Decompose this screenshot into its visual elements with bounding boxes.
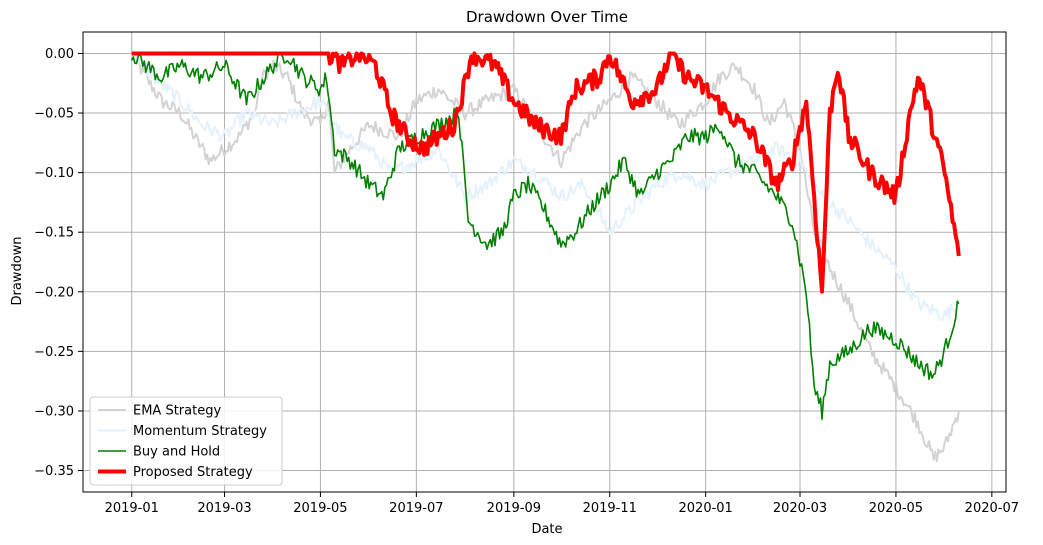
- y-tick-label: −0.20: [34, 285, 74, 300]
- y-tick-label: 0.00: [45, 47, 74, 62]
- x-tick-label: 2019-11: [583, 501, 637, 516]
- x-tick-label: 2020-01: [679, 501, 733, 516]
- x-axis: 2019-01 2019-03 2019-05 2019-07 2019-09 2019-…: [105, 492, 1019, 516]
- plot-frame: [82, 31, 1007, 493]
- y-axis: 0.00 −0.05 −0.10 −0.15 −0.20 −0.25 −0.30 −0.35: [34, 47, 83, 479]
- y-tick-label: −0.10: [34, 166, 74, 181]
- legend-label: Momentum Strategy: [133, 424, 267, 439]
- legend-label: EMA Strategy: [133, 404, 221, 419]
- legend-label: Buy and Hold: [133, 445, 220, 460]
- x-tick-label: 2020-07: [965, 501, 1019, 516]
- legend-label: Proposed Strategy: [133, 465, 253, 480]
- series-layer: [130, 51, 961, 463]
- legend: EMA Strategy Momentum Strategy Buy and Hol…: [89, 396, 283, 486]
- x-axis-label: Date: [531, 522, 562, 537]
- x-tick-label: 2020-03: [773, 501, 827, 516]
- y-tick-label: −0.30: [34, 404, 74, 419]
- y-tick-label: −0.25: [34, 345, 74, 360]
- x-tick-label: 2019-05: [293, 501, 347, 516]
- x-tick-label: 2019-03: [197, 501, 251, 516]
- y-tick-label: −0.05: [34, 107, 74, 122]
- y-axis-label: Drawdown: [10, 236, 25, 305]
- x-tick-label: 2020-05: [869, 501, 923, 516]
- legend-box: [89, 396, 283, 486]
- x-tick-label: 2019-09: [487, 501, 541, 516]
- y-tick-label: −0.15: [34, 226, 74, 241]
- series-line-2: [130, 52, 960, 420]
- series-line-1: [130, 52, 960, 322]
- x-tick-label: 2019-01: [105, 501, 159, 516]
- series-line-3: [131, 51, 961, 294]
- chart-title: Drawdown Over Time: [466, 8, 628, 26]
- y-tick-label: −0.35: [34, 464, 74, 479]
- x-tick-label: 2019-07: [389, 501, 443, 516]
